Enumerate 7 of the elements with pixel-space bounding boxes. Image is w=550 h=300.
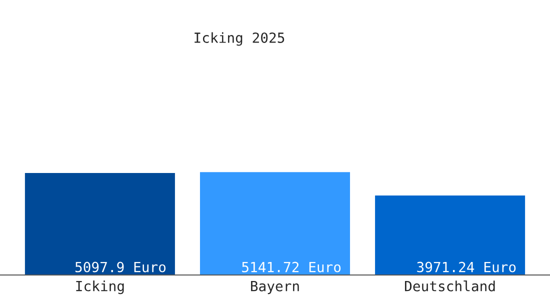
chart-title: Icking 2025	[194, 32, 284, 46]
data-label: 5097.9 Euro	[75, 262, 166, 272]
data-label: 3971.24 Euro	[417, 262, 516, 272]
data-label: 5141.72 Euro	[242, 262, 341, 272]
x-tick-label: Deutschland	[404, 280, 495, 292]
x-tick-label: Bayern	[251, 281, 299, 294]
x-tick-label: Icking	[76, 280, 124, 294]
